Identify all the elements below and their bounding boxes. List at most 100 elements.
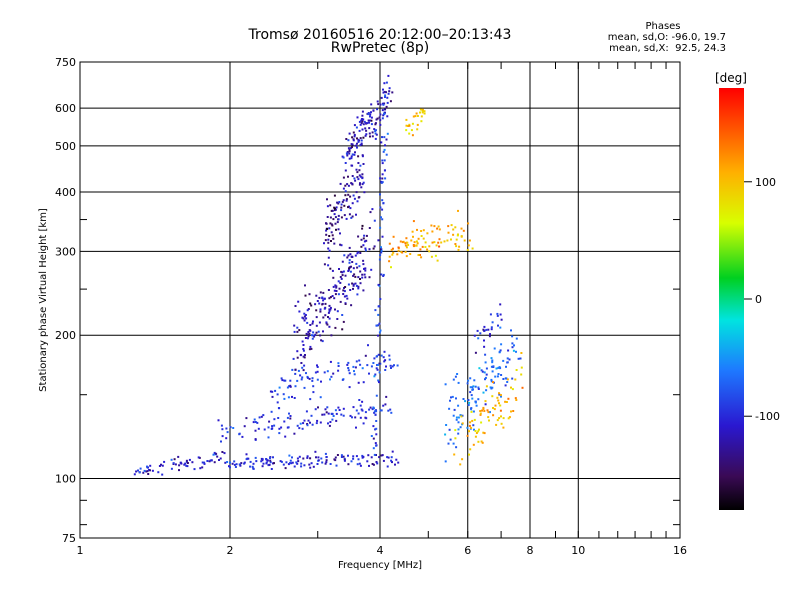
echo-point <box>197 456 200 459</box>
echo-point <box>482 408 485 410</box>
echo-point <box>323 297 326 300</box>
echo-point <box>360 238 363 241</box>
echo-point <box>288 454 291 457</box>
echo-point <box>296 424 299 427</box>
echo-point <box>256 421 259 424</box>
echo-point <box>312 391 315 394</box>
echo-point <box>302 348 305 350</box>
echo-point <box>191 461 194 464</box>
echo-point <box>331 234 334 237</box>
echo-point <box>364 127 367 130</box>
echo-point <box>477 440 480 443</box>
echo-point <box>381 199 384 202</box>
echo-point <box>354 275 357 278</box>
echo-point <box>332 372 335 375</box>
echo-point <box>291 395 293 398</box>
echo-point <box>284 435 287 438</box>
echo-point <box>468 453 470 456</box>
echo-point <box>302 349 305 352</box>
echo-point <box>326 227 329 230</box>
echo-point <box>274 389 277 392</box>
echo-point <box>361 173 364 176</box>
echo-point <box>342 187 345 190</box>
echo-point <box>485 328 488 331</box>
echo-point <box>421 245 424 248</box>
echo-point <box>353 373 356 376</box>
echo-point <box>406 241 409 244</box>
echo-point <box>231 462 234 465</box>
echo-point <box>484 400 487 403</box>
echo-point <box>477 337 480 340</box>
echo-point <box>379 329 382 332</box>
echo-point <box>500 415 502 418</box>
echo-point <box>367 112 370 114</box>
echo-point <box>384 96 386 98</box>
echo-point <box>271 427 274 430</box>
echo-point <box>273 418 276 421</box>
echo-point <box>309 345 312 348</box>
echo-point <box>280 377 283 380</box>
echo-point <box>467 379 470 382</box>
echo-point <box>336 310 339 313</box>
echo-point <box>342 289 345 292</box>
echo-point <box>306 309 309 312</box>
echo-point <box>357 138 360 141</box>
echo-point <box>325 229 328 232</box>
echo-point <box>333 289 336 292</box>
echo-point <box>309 302 312 305</box>
echo-point <box>277 417 280 419</box>
echo-point <box>384 108 387 111</box>
echo-point <box>497 399 500 402</box>
echo-point <box>323 371 326 374</box>
echo-point <box>364 354 367 357</box>
echo-point <box>319 334 322 337</box>
echo-point <box>362 123 365 126</box>
echo-point <box>298 427 301 430</box>
echo-point <box>386 132 389 135</box>
colorbar-tick-label: -100 <box>755 410 780 423</box>
echo-point <box>334 456 337 459</box>
echo-point <box>228 465 230 468</box>
echo-point <box>334 409 337 412</box>
echo-point <box>239 464 242 467</box>
echo-point <box>507 349 510 352</box>
echo-point <box>369 211 372 214</box>
echo-point <box>216 455 219 458</box>
echo-point <box>506 378 509 381</box>
x-axis-label: Frequency [MHz] <box>338 560 422 571</box>
echo-point <box>346 297 349 300</box>
echo-point <box>382 202 385 205</box>
echo-point <box>514 397 517 400</box>
echo-point <box>341 274 344 277</box>
echo-point <box>337 293 340 296</box>
echo-point <box>414 115 417 118</box>
echo-point <box>361 128 364 131</box>
echo-point <box>338 268 340 270</box>
echo-point <box>468 430 470 433</box>
echo-point <box>331 209 334 212</box>
echo-point <box>351 282 354 285</box>
echo-point <box>387 409 390 412</box>
echo-point <box>381 454 384 457</box>
echo-point <box>293 432 296 435</box>
echo-point <box>341 271 344 274</box>
echo-point <box>139 467 142 470</box>
echo-point <box>363 267 365 270</box>
echo-point <box>489 333 491 336</box>
echo-point <box>247 457 250 460</box>
echo-point <box>354 179 357 182</box>
echo-point <box>327 264 330 267</box>
echo-point <box>161 464 164 467</box>
echo-point <box>456 373 459 375</box>
echo-point <box>303 315 306 318</box>
echo-point <box>319 421 322 424</box>
echo-point <box>491 321 494 324</box>
echo-point <box>460 235 463 238</box>
echo-point <box>375 454 377 456</box>
echo-point <box>477 388 480 390</box>
echo-point <box>348 150 351 153</box>
echo-point <box>350 460 353 463</box>
echo-point <box>289 415 292 417</box>
echo-point <box>412 245 415 248</box>
echo-point <box>380 454 383 457</box>
